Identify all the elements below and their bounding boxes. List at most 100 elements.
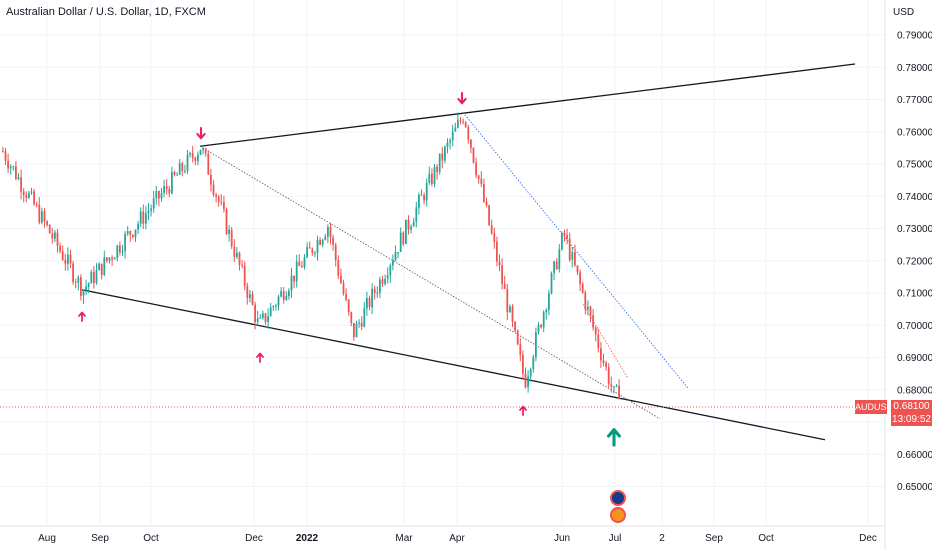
trendline[interactable] <box>462 112 689 389</box>
x-tick-label: 2 <box>659 533 665 544</box>
candle-body <box>20 177 22 192</box>
candle-body <box>176 174 178 176</box>
candle-body <box>38 204 41 223</box>
candle-body <box>51 233 54 239</box>
y-tick-label: 0.70000 <box>897 321 932 332</box>
candle-body <box>431 173 433 184</box>
candle-body <box>329 226 332 238</box>
candle-body <box>90 271 93 284</box>
symbol-badge[interactable]: AUDUSD <box>855 400 894 414</box>
candle-body <box>111 257 113 260</box>
candle-body <box>571 252 574 260</box>
y-tick-label: 0.71000 <box>897 289 932 300</box>
candle-body <box>262 313 264 318</box>
candle-body <box>405 219 407 244</box>
candle-body <box>579 272 581 285</box>
candle-body <box>267 316 269 323</box>
candle-body <box>537 324 540 333</box>
time-axis[interactable]: Aug Sep Oct Dec 2022 Mar Apr Jun Jul 2 Sep Oct Dec <box>38 533 877 544</box>
candle-body <box>477 175 480 179</box>
candle-body <box>384 278 386 284</box>
candle-body <box>100 263 103 276</box>
candle-body <box>7 160 9 169</box>
candle-body <box>9 166 12 169</box>
candle-body <box>17 177 20 179</box>
candle-body <box>366 298 368 309</box>
candle-body <box>428 173 431 184</box>
candle-body <box>535 332 537 358</box>
candle-body <box>113 258 116 260</box>
candle-body <box>202 148 204 151</box>
x-tick-label: Mar <box>395 533 413 544</box>
candle-body <box>168 188 171 194</box>
candle-body <box>542 312 545 328</box>
candle-body <box>527 376 529 388</box>
candle-body <box>519 344 522 355</box>
candle-body <box>446 142 449 147</box>
event-icons[interactable] <box>610 490 626 523</box>
candle-body <box>607 367 610 385</box>
candle-body <box>321 239 324 245</box>
au-flag-icon[interactable] <box>610 490 626 506</box>
candle-body <box>412 221 415 227</box>
candle-body <box>568 238 571 260</box>
x-tick-label: Jun <box>554 533 570 544</box>
y-tick-label: 0.74000 <box>897 192 932 203</box>
candle-body <box>59 245 61 252</box>
candle-body <box>35 204 38 206</box>
candle-body <box>451 131 454 141</box>
candle-body <box>178 163 181 175</box>
candle-body <box>181 163 184 172</box>
candle-body <box>337 260 340 276</box>
x-tick-label: Sep <box>91 533 109 544</box>
candle-body <box>150 208 152 211</box>
candle-body <box>550 273 553 294</box>
candle-body <box>93 271 95 284</box>
candle-body <box>610 384 613 387</box>
candle-body <box>332 237 334 245</box>
candle-body <box>145 213 147 224</box>
candle-body <box>503 283 506 290</box>
candle-body <box>394 252 397 261</box>
candle-body <box>574 252 576 266</box>
candle-body <box>490 224 493 234</box>
last-price: 0.68100 <box>893 401 930 412</box>
candle-body <box>483 183 485 202</box>
candle-body <box>95 270 98 284</box>
candle-body <box>189 153 191 155</box>
candle-body <box>142 211 145 224</box>
candle-body <box>233 246 236 257</box>
candle-body <box>407 219 410 230</box>
candle-body <box>54 232 56 239</box>
candle-body <box>425 183 428 201</box>
y-tick-label: 0.72000 <box>897 256 932 267</box>
candle-body <box>613 386 615 388</box>
candle-body <box>264 313 267 323</box>
chart-title: Australian Dollar / U.S. Dollar, 1D, FXC… <box>6 6 206 18</box>
candle-body <box>121 251 124 253</box>
candle-body <box>280 291 282 297</box>
candle-body <box>436 166 438 173</box>
candle-body <box>334 244 337 261</box>
candle-body <box>116 245 119 259</box>
candle-body <box>467 126 470 140</box>
earnings-icon[interactable] <box>610 507 626 523</box>
trendline[interactable] <box>582 304 629 379</box>
trendline[interactable] <box>199 63 856 147</box>
candle-body <box>282 291 285 301</box>
candle-body <box>228 229 230 234</box>
candle-body <box>316 239 319 253</box>
trendline[interactable] <box>199 145 661 420</box>
candle-body <box>511 306 514 322</box>
candle-body <box>459 120 462 122</box>
candle-body <box>69 254 72 264</box>
candle-body <box>506 289 509 313</box>
y-tick-label: 0.78000 <box>897 63 932 74</box>
trendline[interactable] <box>81 289 826 441</box>
candle-body <box>605 362 607 368</box>
candle-body <box>163 186 165 194</box>
candle-body <box>298 261 301 267</box>
candle-body <box>158 191 160 199</box>
trendlines[interactable] <box>81 63 856 441</box>
